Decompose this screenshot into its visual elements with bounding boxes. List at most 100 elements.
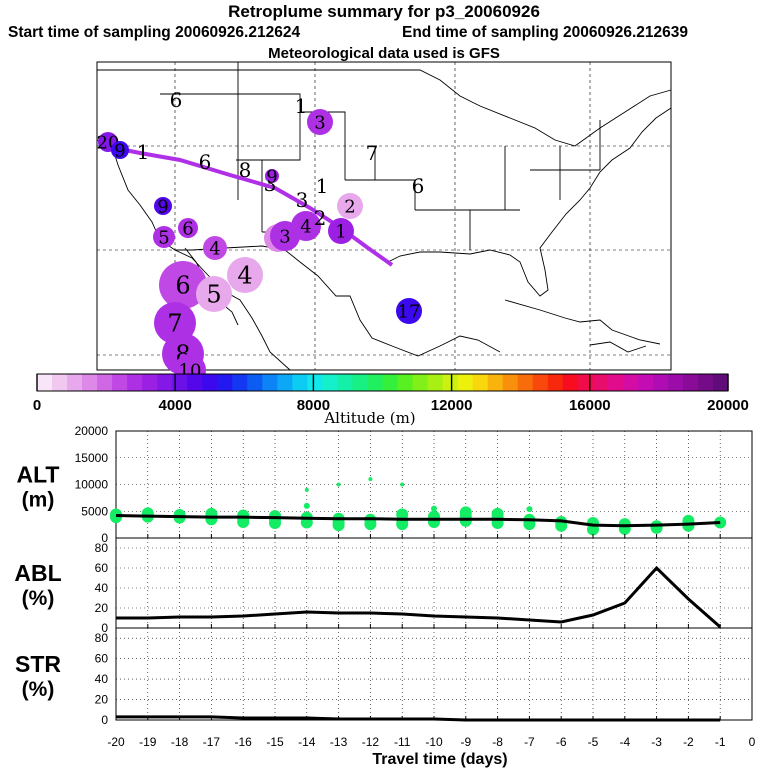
alt-point [237, 509, 250, 522]
colorbar-cell [577, 374, 594, 391]
map-marker: 5 [196, 276, 232, 312]
colorbar-cell [307, 374, 324, 391]
colorbar-cell [67, 374, 83, 391]
colorbar-cell [37, 374, 53, 391]
map-marker-label: 9 [266, 166, 277, 187]
map-marker-circle [307, 109, 333, 135]
map-marker-label: 5 [272, 228, 283, 249]
x-tick-label: -12 [362, 735, 380, 749]
map-marker-label: 4 [300, 216, 311, 237]
map-outlines [96, 62, 672, 371]
y-tick-label: 0 [101, 713, 108, 727]
alt-point [336, 482, 341, 487]
map-marker: 9 [265, 166, 279, 187]
x-tick-label: -14 [298, 735, 316, 749]
map-marker-circle [270, 221, 300, 251]
alt-point [459, 506, 472, 519]
colorbar-cell [97, 374, 113, 391]
alt-point [459, 514, 472, 527]
panel-unit: (%) [22, 587, 55, 610]
panel-frame [115, 430, 753, 539]
colorbar-axis-label: Altitude (m) [323, 409, 415, 427]
map-marker-label: 8 [175, 340, 190, 368]
map-marker: 3 [296, 188, 309, 212]
map-marker: 1 [137, 140, 150, 164]
colorbar-cell [412, 374, 429, 391]
panel-str: 0 20 40 60 80 STR(%) [15, 627, 753, 727]
alt-point [141, 510, 154, 523]
colorbar-tick-label: 20000 [707, 397, 749, 414]
colorbar-cell [367, 374, 384, 391]
y-tick-label: 15000 [75, 451, 109, 465]
series-line-str [116, 715, 721, 722]
alt-point [304, 487, 309, 492]
alt-point [173, 511, 186, 524]
alt-point [587, 523, 599, 536]
map-marker-label: 4 [209, 238, 220, 259]
y-tick-label: 0 [101, 531, 108, 545]
colorbar-cell [382, 374, 399, 391]
series-line-abl [116, 565, 722, 629]
colorbar-cell [277, 374, 293, 391]
x-tick-label: -18 [171, 735, 189, 749]
panel-frame [115, 627, 753, 721]
alt-point [400, 482, 405, 487]
colorbar-cell [487, 374, 504, 391]
map-marker-circle [328, 218, 354, 244]
map-marker-label: 3 [314, 112, 325, 133]
map-marker-label: 6 [199, 150, 212, 174]
x-tick-label: -9 [460, 735, 471, 749]
x-tick-label: -1 [715, 735, 726, 749]
map-marker-label: 9 [157, 196, 168, 217]
alt-point [364, 513, 377, 526]
panel-alt: 0 5000 10000 15000 20000 ALT(m) [16, 424, 753, 545]
x-tick-label: -4 [619, 735, 630, 749]
map-marker-circle [396, 298, 422, 324]
panel-abl: 0 20 40 60 80 ABL(%) [14, 537, 753, 635]
map-marker-label: 3 [264, 172, 277, 196]
alt-point [682, 514, 695, 527]
x-tick-label: -13 [330, 735, 348, 749]
y-tick-label: 60 [95, 561, 109, 575]
colorbar-cell [667, 374, 684, 391]
panel-unit: (%) [22, 678, 55, 701]
y-tick-label: 40 [95, 581, 109, 595]
alt-point [396, 518, 409, 531]
colorbar-cell [142, 374, 158, 391]
y-tick-label: 20 [95, 693, 109, 707]
colorbar-cell [682, 374, 699, 391]
colorbar-cell [427, 374, 444, 391]
colorbar-cell [82, 374, 98, 391]
map-marker-circle [264, 224, 292, 252]
map-marker-label: 1 [316, 174, 329, 198]
alt-point [141, 507, 154, 520]
colorbar-cell [697, 374, 714, 391]
alt-point [396, 513, 409, 526]
map-marker: 1 [295, 94, 308, 118]
map-marker: 6 [412, 174, 425, 198]
alt-point [364, 518, 377, 531]
colorbar-cell [292, 374, 308, 391]
map-marker-label: 1 [295, 94, 308, 118]
x-tick-label: -15 [266, 735, 284, 749]
map-marker-circle [196, 276, 232, 312]
alt-point [237, 515, 250, 528]
x-tick-label: -7 [524, 735, 535, 749]
map-marker: 3 [307, 109, 333, 135]
alt-point [205, 513, 218, 526]
map-marker: 2 [337, 193, 363, 219]
colorbar-cell [217, 374, 233, 391]
alt-point [587, 517, 599, 530]
colorbar-cell [592, 374, 609, 391]
alt-point [237, 513, 250, 526]
panel-label: ABL [14, 560, 61, 586]
x-tick-label: 0 [749, 735, 756, 749]
alt-point [618, 522, 631, 535]
map-marker: 10 [174, 354, 206, 386]
colorbar-cell [637, 374, 654, 391]
panel-label: STR [15, 651, 61, 677]
alt-point [650, 520, 663, 533]
map-marker: 4 [227, 257, 263, 293]
